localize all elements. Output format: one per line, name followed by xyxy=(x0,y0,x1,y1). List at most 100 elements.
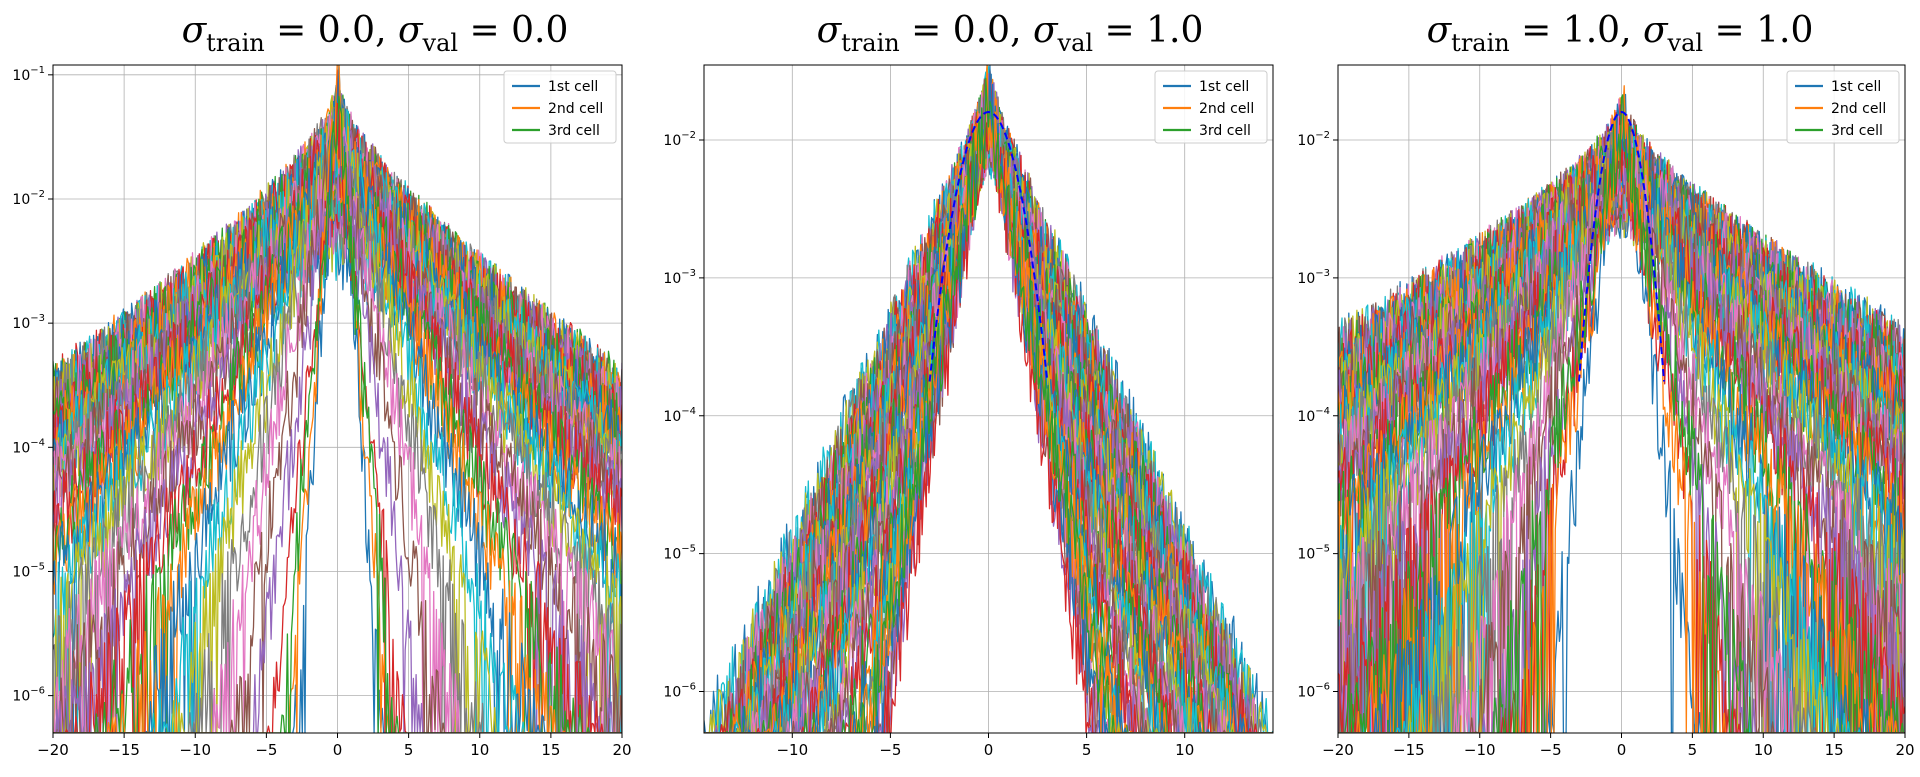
series-line-9 xyxy=(53,94,622,733)
legend-box xyxy=(503,70,617,144)
legend-label: 3rd cell xyxy=(548,123,600,139)
x-tick-label: −5 xyxy=(1540,741,1562,759)
x-axis: −20 −15 −10 −5 0 5 10 15 20 xyxy=(1322,733,1915,759)
panel-1-title-v2: 0.0 xyxy=(511,10,568,51)
x-tick-label: −5 xyxy=(255,741,277,759)
series-line-5 xyxy=(704,72,1273,733)
series-group xyxy=(1338,85,1905,733)
legend-label: 3rd cell xyxy=(1831,123,1883,139)
panel-3-title-sub2: val xyxy=(1667,29,1704,57)
y-tick-label: 10−5 xyxy=(1297,544,1330,563)
x-tick-label: −5 xyxy=(879,741,901,759)
panel-1-title-sym2: σ xyxy=(398,10,424,51)
panel-3-title-v2: 1.0 xyxy=(1756,10,1813,51)
x-tick-label: 10 xyxy=(470,741,489,759)
legend-label: 2nd cell xyxy=(548,101,603,117)
y-tick-label: 10−4 xyxy=(663,406,696,425)
panel-1-title-sub2: val xyxy=(422,29,459,57)
panel-1-title-v1: 0.0 xyxy=(318,10,375,51)
series-line-2 xyxy=(1338,85,1905,733)
series-line-16 xyxy=(704,80,1273,733)
legend: 1st cell 2nd cell 3rd cell xyxy=(503,70,617,144)
panel-2-title-v2: 1.0 xyxy=(1146,10,1203,51)
panel-3-title-sym2: σ xyxy=(1643,10,1669,51)
x-tick-label: 15 xyxy=(1825,741,1844,759)
series-line-3 xyxy=(1338,94,1905,733)
panel-3-title-sym: σ xyxy=(1427,10,1453,51)
series-line-10 xyxy=(704,66,1273,733)
y-tick-label: 10−6 xyxy=(663,681,696,700)
y-tick-label: 10−2 xyxy=(12,189,45,208)
x-tick-label: −10 xyxy=(1464,741,1496,759)
x-tick-label: 5 xyxy=(1688,741,1698,759)
legend-label: 1st cell xyxy=(1199,79,1249,95)
series-line-12 xyxy=(704,65,1273,733)
x-tick-label: −15 xyxy=(108,741,140,759)
panel-1-title-sub1: train xyxy=(206,29,265,57)
x-tick-label: 10 xyxy=(1175,741,1194,759)
x-tick-label: −20 xyxy=(37,741,69,759)
series-line-3 xyxy=(704,77,1273,733)
y-tick-label: 10−2 xyxy=(663,130,696,149)
x-tick-label: 15 xyxy=(541,741,560,759)
panel-2-chart: −10 −5 0 5 10 10−6 10−5 10−4 10−3 10−2 1st cell 2nd… xyxy=(663,64,1274,759)
y-tick-label: 10−3 xyxy=(663,268,696,287)
gaussian-reference-line xyxy=(928,110,1049,382)
series-line-3 xyxy=(53,95,622,733)
panel-2-title: σtrain = 0.0, σval = 1.0 xyxy=(817,10,1204,57)
x-tick-label: 0 xyxy=(984,741,994,759)
panel-3-title-sub1: train xyxy=(1451,29,1510,57)
y-tick-label: 10−5 xyxy=(663,544,696,563)
panel-2-title-sym2: σ xyxy=(1033,10,1059,51)
panel-1-title: σtrain = 0.0, σval = 0.0 xyxy=(182,10,569,57)
y-tick-label: 10−1 xyxy=(12,65,45,84)
panel-1-title-sym: σ xyxy=(182,10,208,51)
gaussian-reference-line xyxy=(1578,110,1665,382)
x-tick-label: −20 xyxy=(1322,741,1354,759)
x-tick-label: −10 xyxy=(776,741,808,759)
legend-label: 1st cell xyxy=(548,79,598,95)
legend-label: 3rd cell xyxy=(1199,123,1251,139)
legend-label: 1st cell xyxy=(1831,79,1881,95)
series-line-1 xyxy=(53,65,622,733)
legend-label: 2nd cell xyxy=(1831,101,1886,117)
x-tick-label: 0 xyxy=(1617,741,1627,759)
y-tick-label: 10−6 xyxy=(12,686,45,705)
y-tick-label: 10−6 xyxy=(1297,681,1330,700)
x-tick-label: −10 xyxy=(179,741,211,759)
x-tick-label: 5 xyxy=(1082,741,1092,759)
y-tick-label: 10−5 xyxy=(12,561,45,580)
series-line-8 xyxy=(53,80,622,733)
panel-3-title: σtrain = 1.0, σval = 1.0 xyxy=(1427,10,1814,57)
panel-1-chart: −20 −15 −10 −5 0 5 10 15 2010−610−510−410−310−21… xyxy=(12,64,632,759)
legend-box xyxy=(1154,70,1268,144)
series-group xyxy=(53,65,622,733)
y-tick-label: 10−2 xyxy=(1297,130,1330,149)
y-tick-label: 10−3 xyxy=(1297,268,1330,287)
series-line-2 xyxy=(704,65,1273,733)
series-group xyxy=(704,65,1273,733)
legend-box xyxy=(1786,70,1900,144)
x-tick-label: 20 xyxy=(1895,741,1914,759)
x-axis: −20 −15 −10 −5 0 5 10 15 20 xyxy=(37,733,632,759)
y-tick-label: 10−3 xyxy=(12,313,45,332)
panel-3-chart: −20 −15 −10 −5 0 5 10 15 2010−610−510−410−310−21… xyxy=(1297,64,1915,759)
legend: 1st cell 2nd cell 3rd cell xyxy=(1786,70,1900,144)
panel-3-title-v1: 1.0 xyxy=(1563,10,1620,51)
legend: 1st cell 2nd cell 3rd cell xyxy=(1154,70,1268,144)
x-tick-label: 5 xyxy=(404,741,414,759)
x-tick-label: 20 xyxy=(612,741,631,759)
y-axis: 10−6 10−5 10−4 10−3 10−2 xyxy=(1297,130,1338,700)
panel-2-title-sub1: train xyxy=(841,29,900,57)
y-axis: 10−6 10−5 10−4 10−3 10−2 10−1 xyxy=(12,65,53,705)
panel-2-title-sub2: val xyxy=(1057,29,1094,57)
y-tick-label: 10−4 xyxy=(1297,406,1330,425)
panel-2-title-v1: 0.0 xyxy=(953,10,1010,51)
x-tick-label: −15 xyxy=(1393,741,1425,759)
y-axis: 10−6 10−5 10−4 10−3 10−2 xyxy=(663,130,704,700)
x-axis: −10 −5 0 5 10 xyxy=(776,733,1194,759)
x-tick-label: 0 xyxy=(333,741,343,759)
legend-label: 2nd cell xyxy=(1199,101,1254,117)
panel-2-title-sym: σ xyxy=(817,10,843,51)
